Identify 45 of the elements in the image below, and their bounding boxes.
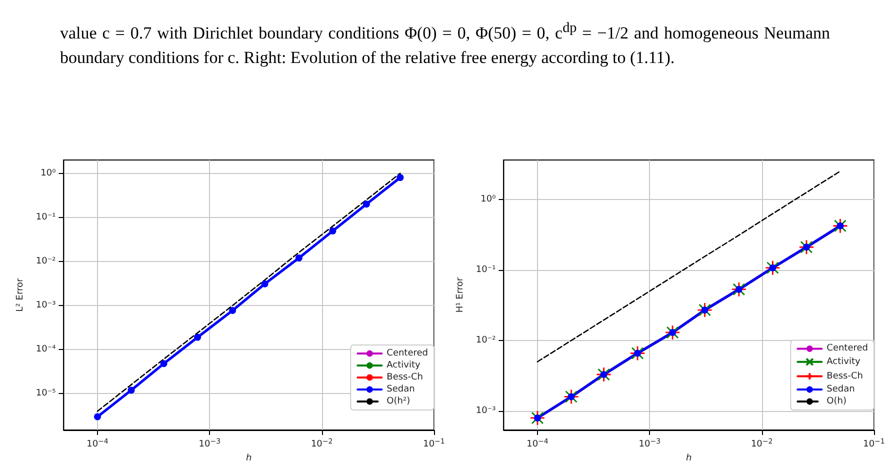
- point: [802, 244, 810, 251]
- point: [701, 306, 708, 314]
- y-tick-label: 10⁻¹: [476, 264, 496, 275]
- legend-label: O(h): [826, 396, 846, 406]
- y-tick-label: 10⁰: [40, 168, 56, 178]
- point: [600, 370, 608, 378]
- point: [568, 393, 575, 400]
- legend-label: Bess-Ch: [826, 371, 863, 382]
- legend-label: Bess-Ch: [386, 372, 423, 382]
- point: [194, 334, 202, 341]
- point: [295, 254, 302, 262]
- y-tick-label: 10⁻⁵: [36, 388, 56, 399]
- y-tick-label: 10⁻⁴: [36, 344, 56, 355]
- point: [128, 386, 135, 394]
- point: [534, 414, 541, 422]
- legend-label: Sedan: [386, 384, 415, 394]
- legend-label: Centered: [826, 344, 868, 354]
- legend-label: Centered: [386, 348, 428, 358]
- point: [94, 413, 101, 420]
- point: [669, 328, 676, 336]
- point: [735, 286, 742, 293]
- y-tick-label: 10⁻³: [36, 300, 56, 311]
- point: [362, 200, 370, 208]
- point: [160, 360, 168, 368]
- legend-label: Activity: [386, 360, 421, 370]
- y-tick-label: 10⁻²: [476, 335, 496, 346]
- point: [396, 174, 404, 182]
- point: [261, 280, 268, 288]
- point: [229, 307, 236, 314]
- legend-label: Sedan: [826, 384, 855, 394]
- y-axis-title: H¹ Error: [456, 277, 466, 313]
- point: [769, 264, 776, 272]
- legend-label: O(h²): [386, 396, 410, 406]
- point: [329, 228, 336, 235]
- legend-label: Activity: [826, 356, 861, 367]
- y-tick-label: 10⁻³: [476, 406, 496, 416]
- y-tick-label: 10⁰: [480, 194, 496, 204]
- y-tick-label: 10⁻²: [36, 256, 56, 266]
- y-axis-title: L² Error: [16, 278, 26, 312]
- x-axis-title: h: [246, 453, 252, 464]
- y-tick-label: 10⁻¹: [36, 212, 56, 222]
- x-axis-title: h: [686, 453, 692, 464]
- point: [634, 350, 642, 357]
- point: [836, 222, 844, 230]
- text: value c = 0.7 with Dirichlet boundary conditions Φ(0) = 0, Φ(50) = 0, c$^{dp}$ = −1/2 and homogeneous Neumann boundary conditions for c. Right: Evolution of the relative free energy according to (1.11).: [60, 19, 830, 69]
